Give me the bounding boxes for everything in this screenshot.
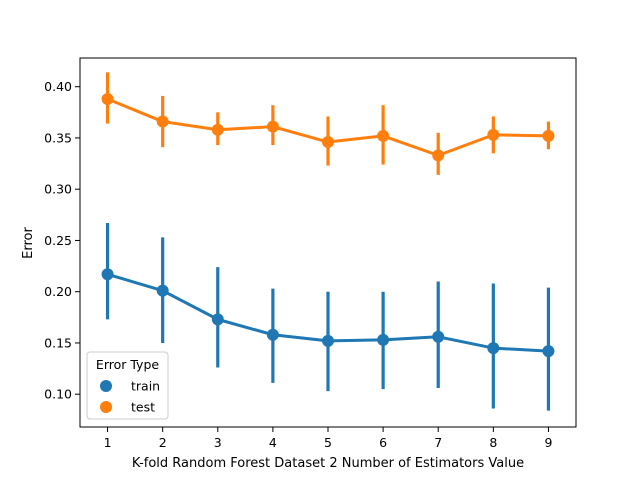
y-tick-label: 0.15 xyxy=(44,335,72,350)
series-test xyxy=(101,72,555,175)
data-point xyxy=(266,328,279,341)
data-point xyxy=(487,342,500,355)
legend: Error Type train test xyxy=(86,351,169,420)
x-tick-label: 5 xyxy=(324,435,332,450)
data-point xyxy=(156,115,169,128)
data-point xyxy=(266,120,279,133)
x-tick-label: 1 xyxy=(104,435,112,450)
series-train xyxy=(101,223,555,411)
x-tick-label: 4 xyxy=(269,435,277,450)
x-tick-label: 8 xyxy=(489,435,497,450)
data-point xyxy=(542,129,555,142)
x-tick-label: 7 xyxy=(434,435,442,450)
data-point xyxy=(211,123,224,136)
data-point xyxy=(322,334,334,347)
legend-marker xyxy=(100,380,112,392)
x-tick-label: 3 xyxy=(214,435,222,450)
data-point xyxy=(101,268,114,281)
legend-marker xyxy=(100,401,112,413)
x-tick-label: 2 xyxy=(159,435,167,450)
legend-label: train xyxy=(131,379,160,394)
y-tick-label: 0.40 xyxy=(44,79,72,94)
x-axis-label: K-fold Random Forest Dataset 2 Number of… xyxy=(132,456,524,471)
data-point xyxy=(101,93,114,105)
data-point xyxy=(377,129,390,142)
x-tick-label: 9 xyxy=(544,435,552,450)
legend-title: Error Type xyxy=(96,357,159,372)
data-layer xyxy=(101,72,555,411)
y-tick-label: 0.20 xyxy=(44,284,72,299)
x-axis: 1 2 3 4 5 6 7 8 9 xyxy=(104,427,552,450)
data-point xyxy=(487,128,500,141)
y-tick-label: 0.35 xyxy=(44,130,72,145)
data-point xyxy=(542,345,555,358)
y-axis-label: Error xyxy=(21,227,36,259)
data-point xyxy=(432,149,445,162)
data-point xyxy=(432,330,445,343)
y-axis: 0.10 0.15 0.20 0.25 0.30 0.35 0.40 xyxy=(44,79,80,402)
data-point xyxy=(211,313,224,326)
x-tick-label: 6 xyxy=(379,435,387,450)
data-point xyxy=(322,136,334,149)
data-point xyxy=(156,284,169,297)
data-point xyxy=(377,333,390,346)
y-tick-label: 0.10 xyxy=(44,387,72,402)
y-tick-label: 0.25 xyxy=(44,233,72,248)
y-tick-label: 0.30 xyxy=(44,182,72,197)
legend-label: test xyxy=(131,400,155,415)
